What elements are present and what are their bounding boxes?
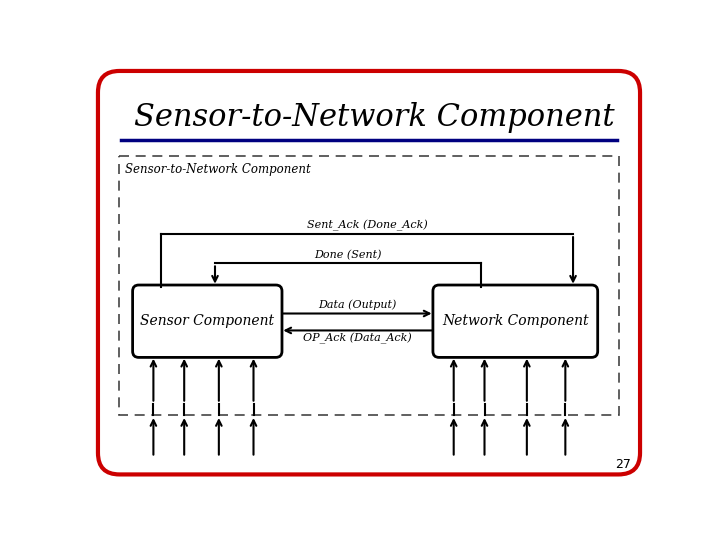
- FancyBboxPatch shape: [433, 285, 598, 357]
- Bar: [119, 156, 619, 415]
- Text: Sent_Ack (Done_Ack): Sent_Ack (Done_Ack): [307, 220, 428, 231]
- Text: Sensor-to-Network Component: Sensor-to-Network Component: [134, 102, 615, 133]
- Text: Network Component: Network Component: [442, 314, 589, 328]
- Text: Done (Sent): Done (Sent): [314, 250, 382, 260]
- Text: Sensor-to-Network Component: Sensor-to-Network Component: [125, 164, 310, 177]
- Text: Sensor Component: Sensor Component: [140, 314, 274, 328]
- FancyBboxPatch shape: [132, 285, 282, 357]
- FancyBboxPatch shape: [98, 71, 640, 475]
- Text: OP_Ack (Data_Ack): OP_Ack (Data_Ack): [303, 333, 412, 344]
- Text: 27: 27: [615, 458, 631, 471]
- Text: Data (Output): Data (Output): [318, 300, 397, 310]
